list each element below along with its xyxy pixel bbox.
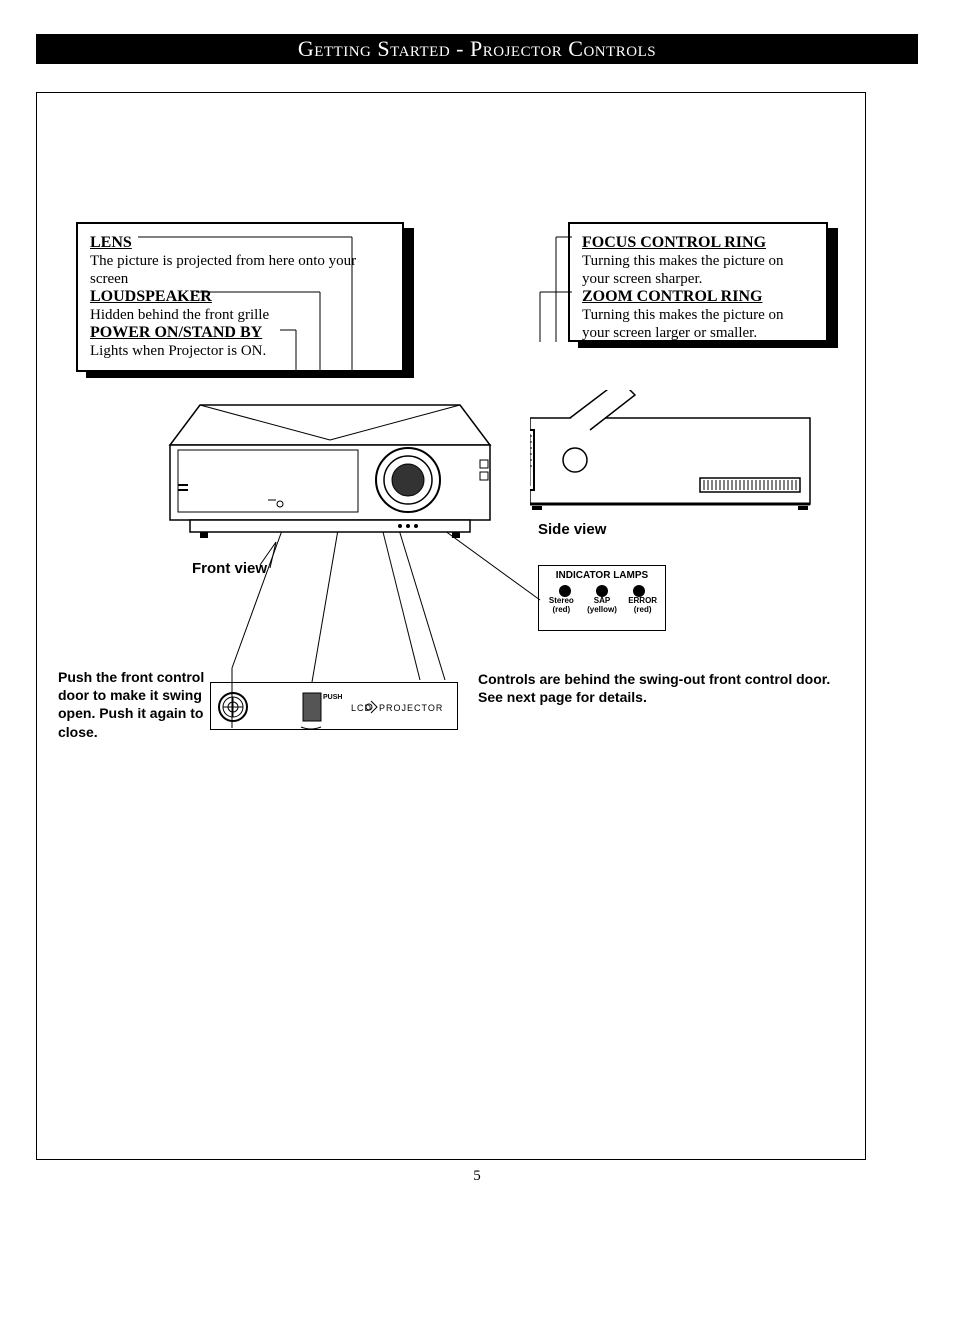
- section-title: Getting Started - Projector Controls: [298, 36, 656, 61]
- lamp-stereo-label: Stereo (red): [541, 597, 581, 615]
- control-panel-svg: PUSH LCD PROJECTOR: [211, 683, 459, 731]
- section-header: Getting Started - Projector Controls: [36, 34, 918, 64]
- callout-left: LENS The picture is projected from here …: [76, 222, 404, 372]
- lamp-sap-label: SAP (yellow): [582, 597, 622, 615]
- callout-right: FOCUS CONTROL RING Turning this makes th…: [568, 222, 828, 342]
- lens-heading: LENS: [90, 234, 390, 252]
- loudspeaker-text: Hidden behind the front grille: [90, 306, 390, 324]
- loudspeaker-heading: LOUDSPEAKER: [90, 288, 390, 306]
- control-panel-detail: PUSH LCD PROJECTOR: [210, 682, 458, 730]
- focus-heading: FOCUS CONTROL RING: [582, 234, 814, 252]
- focus-text: Turning this makes the picture on your s…: [582, 252, 814, 288]
- note-controls-behind: Controls are behind the swing-out front …: [478, 670, 858, 706]
- projector-front-view: [160, 390, 500, 550]
- zoom-heading: ZOOM CONTROL RING: [582, 288, 814, 306]
- note-control-door: Push the front control door to make it s…: [58, 668, 208, 741]
- projector-side-view: [530, 390, 830, 530]
- lens-text: The picture is projected from here onto …: [90, 252, 390, 288]
- lamp-labels: Stereo (red) SAP (yellow) ERROR (red): [539, 597, 665, 615]
- indicator-lamps-box: INDICATOR LAMPS Stereo (red) SAP (yellow…: [538, 565, 666, 631]
- indicator-lamps-row: [539, 581, 665, 597]
- front-view-label: Front view: [192, 560, 267, 577]
- svg-text:PUSH: PUSH: [323, 694, 342, 701]
- svg-text:PROJECTOR: PROJECTOR: [379, 703, 443, 713]
- power-heading: POWER ON/STAND BY: [90, 324, 390, 342]
- power-text: Lights when Projector is ON.: [90, 342, 390, 360]
- lamp-error-label: ERROR (red): [623, 597, 663, 615]
- zoom-text: Turning this makes the picture on your s…: [582, 306, 814, 342]
- page-number: 5: [0, 1168, 954, 1185]
- indicator-title: INDICATOR LAMPS: [539, 570, 665, 581]
- side-view-label: Side view: [538, 521, 606, 538]
